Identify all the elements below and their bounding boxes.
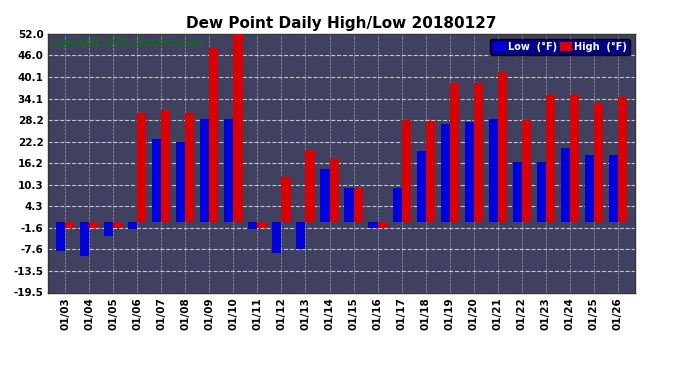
Bar	[393, 188, 402, 222]
Bar	[104, 222, 113, 236]
Bar	[585, 155, 594, 222]
Bar	[377, 222, 386, 228]
Bar	[56, 222, 65, 251]
Bar	[89, 222, 98, 228]
Bar	[248, 222, 257, 229]
Bar	[273, 222, 282, 253]
Bar	[594, 102, 603, 222]
Bar	[297, 222, 306, 249]
Bar	[570, 95, 579, 222]
Bar	[417, 152, 426, 222]
Bar	[450, 82, 459, 222]
Bar	[330, 159, 339, 222]
Bar	[344, 188, 353, 222]
Bar	[537, 162, 546, 222]
Bar	[522, 120, 531, 222]
Bar	[609, 155, 618, 222]
Bar	[489, 119, 497, 222]
Bar	[546, 95, 555, 222]
Bar	[353, 188, 363, 222]
Bar	[426, 121, 435, 222]
Bar	[306, 150, 315, 222]
Bar	[233, 34, 242, 222]
Bar	[618, 97, 627, 222]
Bar	[257, 222, 266, 228]
Bar	[186, 113, 195, 222]
Bar	[161, 110, 170, 222]
Bar	[441, 124, 450, 222]
Bar	[209, 48, 219, 222]
Bar	[402, 120, 411, 222]
Text: Copyright 2018 Cartronics.com: Copyright 2018 Cartronics.com	[51, 38, 204, 48]
Bar	[137, 113, 146, 222]
Bar	[176, 142, 186, 222]
Bar	[368, 222, 377, 228]
Bar	[65, 222, 75, 228]
Bar	[464, 122, 474, 222]
Bar	[320, 170, 330, 222]
Bar	[561, 148, 570, 222]
Bar	[80, 222, 89, 256]
Bar	[497, 72, 507, 222]
Bar	[282, 177, 290, 222]
Bar	[200, 119, 209, 222]
Bar	[152, 139, 161, 222]
Bar	[224, 119, 233, 222]
Bar	[513, 162, 522, 222]
Bar	[128, 222, 137, 229]
Bar	[474, 82, 483, 222]
Legend: Low  (°F), High  (°F): Low (°F), High (°F)	[490, 39, 630, 54]
Title: Dew Point Daily High/Low 20180127: Dew Point Daily High/Low 20180127	[186, 16, 497, 31]
Bar	[113, 222, 122, 228]
